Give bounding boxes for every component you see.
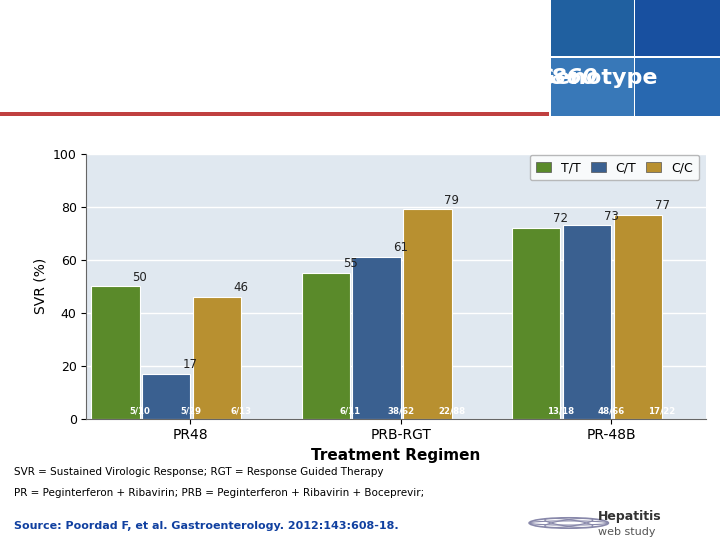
Y-axis label: SVR (%): SVR (%)	[33, 258, 48, 314]
Text: Genotype: Genotype	[529, 68, 657, 88]
Bar	[91, 286, 140, 418]
Text: 46: 46	[234, 281, 248, 294]
Text: web study: web study	[598, 528, 655, 537]
Bar	[353, 257, 401, 418]
Text: 5/29: 5/29	[180, 406, 201, 415]
Text: Boceprevir for Retreatment of HCV Genotype 1 Infection: Boceprevir for Retreatment of HCV Genoty…	[96, 17, 451, 30]
Text: 79: 79	[444, 194, 459, 207]
Bar	[613, 215, 662, 418]
Bar	[193, 297, 241, 418]
Text: 17: 17	[183, 358, 198, 371]
Text: RESPOND-2: SVR12 by: RESPOND-2: SVR12 by	[151, 126, 342, 140]
Text: 72: 72	[553, 212, 568, 225]
Text: 13/18: 13/18	[547, 406, 574, 415]
Text: 17/22: 17/22	[649, 406, 675, 415]
Text: 61: 61	[393, 241, 408, 254]
Text: Hepatitis: Hepatitis	[598, 510, 661, 523]
Text: PR = Peginterferon + Ribavirin; PRB = Peginterferon + Ribavirin + Boceprevir;: PR = Peginterferon + Ribavirin; PRB = Pe…	[14, 488, 425, 498]
Text: 48/66: 48/66	[598, 406, 625, 415]
Text: 22/88: 22/88	[438, 406, 465, 415]
Bar	[0, 112, 549, 116]
Bar	[142, 374, 190, 418]
Text: Source: Poordad F, et al. Gastroenterology. 2012:143:608-18.: Source: Poordad F, et al. Gastroenterolo…	[14, 521, 399, 531]
Bar	[635, 0, 720, 56]
Text: rs12979860: rs12979860	[364, 126, 461, 140]
Text: 6/13: 6/13	[230, 406, 252, 415]
Legend: T/T, C/T, C/C: T/T, C/T, C/C	[530, 155, 699, 180]
Text: Genotype: Genotype	[459, 126, 544, 140]
Bar	[512, 228, 560, 418]
Bar	[403, 210, 451, 418]
Text: 6/11: 6/11	[340, 406, 361, 415]
Text: 77: 77	[654, 199, 670, 212]
X-axis label: Treatment Regimen: Treatment Regimen	[311, 448, 481, 463]
Text: IL28B rs12979860: IL28B rs12979860	[371, 68, 597, 88]
Text: 5/10: 5/10	[129, 406, 150, 415]
Bar	[563, 225, 611, 418]
Bar	[551, 58, 634, 116]
Text: 55: 55	[343, 258, 357, 271]
Text: 73: 73	[604, 210, 618, 222]
Bar	[551, 0, 634, 56]
Bar	[635, 58, 720, 116]
Bar	[302, 273, 350, 418]
Text: 50: 50	[132, 271, 147, 284]
Text: RESPOND-2: SVR Rates by: RESPOND-2: SVR Rates by	[29, 68, 366, 88]
Text: SVR = Sustained Virologic Response; RGT = Response Guided Therapy: SVR = Sustained Virologic Response; RGT …	[14, 467, 384, 477]
Text: 38/62: 38/62	[387, 406, 415, 415]
